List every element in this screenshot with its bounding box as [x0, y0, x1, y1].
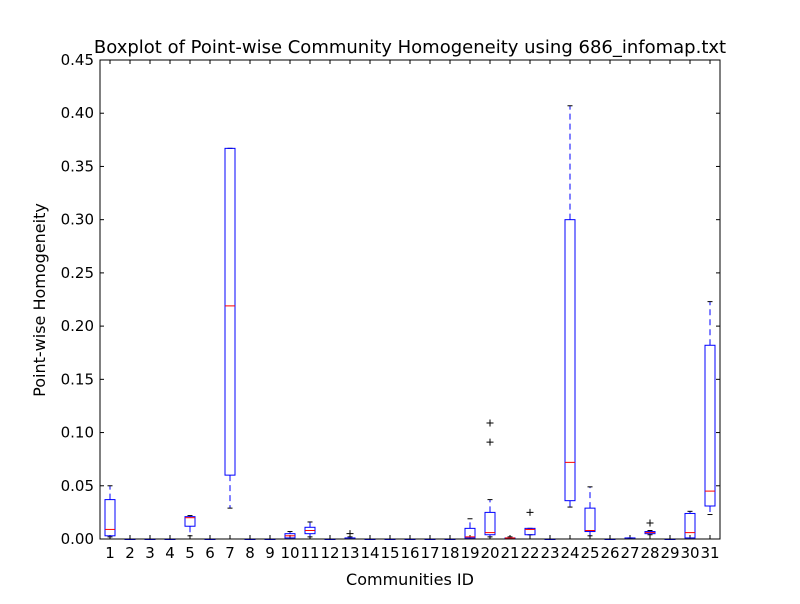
y-tick-label: 0.05 — [61, 477, 94, 495]
x-tick-label: 2 — [125, 544, 135, 562]
x-tick-label: 3 — [145, 544, 155, 562]
x-tick-label: 7 — [225, 544, 235, 562]
plot-marks: 0.00 0.05 0.10 0.15 0.20 0.25 0.30 0.35 0.40 0.45… — [61, 51, 720, 562]
x-tick-label: 19 — [460, 544, 479, 562]
x-tick-label: 24 — [560, 544, 579, 562]
box — [464, 527, 476, 539]
y-tick-label: 0.45 — [61, 51, 94, 69]
x-tick-label: 26 — [600, 544, 619, 562]
x-tick-label: 14 — [360, 544, 379, 562]
box — [704, 344, 716, 507]
box — [184, 516, 196, 527]
plot-area-frame — [99, 59, 721, 540]
y-axis-label: Point-wise Homogeneity — [30, 203, 49, 397]
x-axis-label: Communities ID — [346, 570, 474, 589]
y-tick-label: 0.00 — [61, 530, 94, 548]
y-tick-label: 0.35 — [61, 157, 94, 175]
x-tick-label: 30 — [680, 544, 699, 562]
x-tick-label: 6 — [205, 544, 215, 562]
x-tick-label: 1 — [105, 544, 115, 562]
outlier-marker — [646, 519, 654, 527]
x-tick-label: 8 — [245, 544, 255, 562]
x-tick-label: 12 — [320, 544, 339, 562]
x-tick-label: 25 — [580, 544, 599, 562]
x-tick-label: 27 — [620, 544, 639, 562]
y-tick-label: 0.30 — [61, 211, 94, 229]
outlier-marker — [526, 508, 534, 516]
x-tick-label: 10 — [280, 544, 299, 562]
box — [524, 527, 536, 536]
y-tick-label: 0.15 — [61, 370, 94, 388]
x-tick-label: 5 — [185, 544, 195, 562]
x-tick-label: 11 — [300, 544, 319, 562]
x-tick-label: 9 — [265, 544, 275, 562]
x-tick-label: 16 — [400, 544, 419, 562]
chart-title: Boxplot of Point-wise Community Homogene… — [94, 37, 726, 58]
box — [224, 147, 236, 476]
outlier-marker — [486, 438, 494, 446]
y-tick-label: 0.10 — [61, 424, 94, 442]
y-tick-label: 0.25 — [61, 264, 94, 282]
x-tick-label: 18 — [440, 544, 459, 562]
box — [484, 511, 496, 536]
box — [564, 219, 576, 502]
x-tick-label: 28 — [640, 544, 659, 562]
x-tick-label: 31 — [700, 544, 719, 562]
box — [104, 499, 116, 537]
x-tick-label: 20 — [480, 544, 499, 562]
x-tick-label: 29 — [660, 544, 679, 562]
x-tick-label: 21 — [500, 544, 519, 562]
x-tick-label: 13 — [340, 544, 359, 562]
x-tick-label: 22 — [520, 544, 539, 562]
y-tick-label: 0.40 — [61, 104, 94, 122]
x-tick-label: 23 — [540, 544, 559, 562]
x-tick-label: 15 — [380, 544, 399, 562]
box — [584, 507, 596, 533]
outlier-marker — [346, 530, 354, 538]
x-tick-label: 17 — [420, 544, 439, 562]
outlier-marker — [486, 419, 494, 427]
box — [684, 512, 696, 539]
x-tick-label: 4 — [165, 544, 175, 562]
y-tick-label: 0.20 — [61, 317, 94, 335]
